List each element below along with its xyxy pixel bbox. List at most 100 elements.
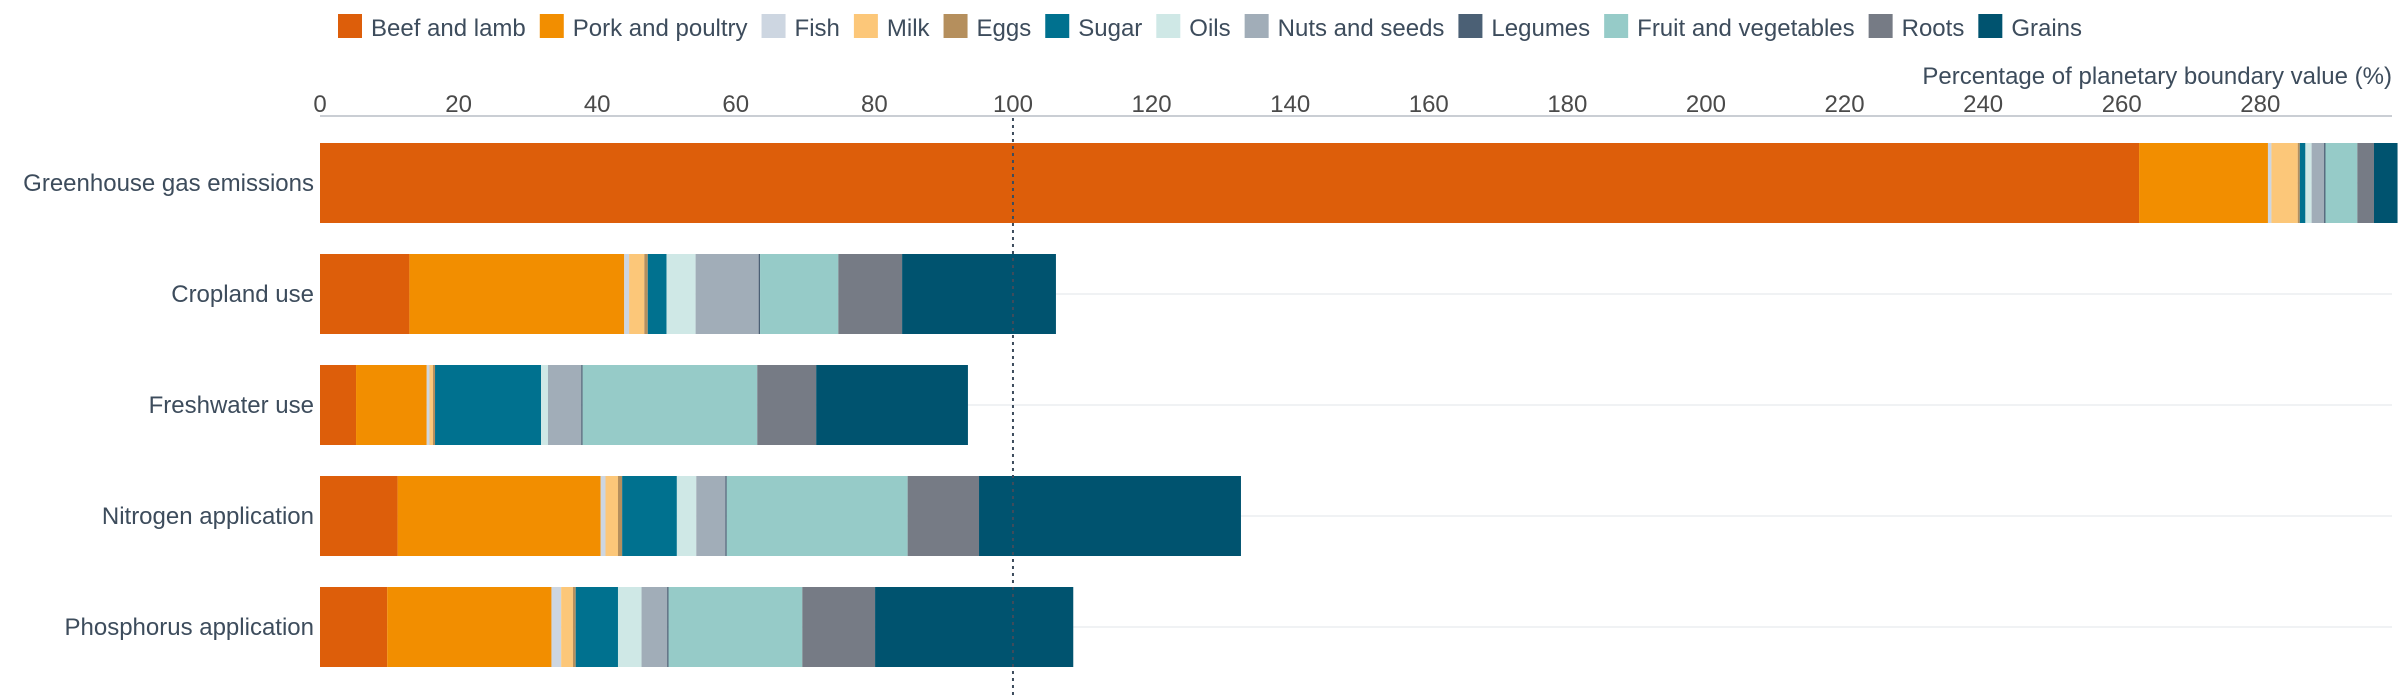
bar-segment-milk (2271, 143, 2298, 223)
x-tick-label: 120 (1132, 91, 1172, 118)
bar-segment-grains (875, 587, 1074, 667)
bar-segment-eggs (572, 587, 576, 667)
x-tick-label: 20 (445, 91, 472, 118)
bar-segment-beef-and-lamb (320, 365, 357, 445)
legend-label: Grains (2011, 15, 2082, 42)
bar-segment-pork-and-poultry (2139, 143, 2268, 223)
bar-segment-beef-and-lamb (320, 254, 410, 334)
legend-swatch (1604, 14, 1629, 38)
bar-segment-fish (2267, 143, 2272, 223)
bar-segment-sugar (435, 365, 542, 445)
bar-segment-pork-and-poultry (409, 254, 625, 334)
bar-segment-milk (605, 476, 618, 556)
bar-segment-beef-and-lamb (320, 143, 2140, 223)
legend-swatch (1045, 14, 1070, 38)
bar-segment-sugar (647, 254, 667, 334)
category-labels: Greenhouse gas emissions Cropland use Fres… (23, 170, 314, 641)
legend: Beef and lamb Pork and poultry Fish Milk Egg… (338, 14, 2082, 42)
x-axis-title: Percentage of planetary boundary value (… (1922, 63, 2392, 90)
x-tick-label: 80 (861, 91, 888, 118)
legend-swatch (1156, 14, 1181, 38)
legend-item-roots: Roots (1868, 14, 1965, 42)
bar-segment-fruit-and-vegetables (582, 365, 758, 445)
bar-segment-pork-and-poultry (397, 476, 601, 556)
bar-segment-nuts-and-seeds (641, 587, 668, 667)
bar-segment-sugar (622, 476, 677, 556)
legend-item-fruit-and-vegetables: Fruit and vegetables (1604, 14, 1855, 42)
legend-label: Eggs (977, 15, 1032, 42)
legend-item-pork-and-poultry: Pork and poultry (539, 14, 748, 42)
legend-label: Nuts and seeds (1278, 15, 1445, 42)
category-label: Phosphorus application (64, 614, 314, 641)
legend-label: Oils (1189, 15, 1230, 42)
legend-item-nuts-and-seeds: Nuts and seeds (1244, 14, 1445, 42)
bar-segment-roots (907, 476, 980, 556)
bar-segment-legumes (2324, 143, 2326, 223)
legend-label: Milk (887, 15, 931, 42)
legend-label: Fish (795, 15, 840, 42)
x-tick-label: 40 (584, 91, 611, 118)
bar-segment-grains (902, 254, 1056, 334)
x-tick-label: 220 (1825, 91, 1865, 118)
legend-item-eggs: Eggs (943, 14, 1032, 42)
bar-segment-roots (2357, 143, 2374, 223)
bar-segment-legumes (725, 476, 727, 556)
bars (320, 143, 2398, 667)
x-tick-label: 200 (1686, 91, 1726, 118)
legend-swatch (338, 14, 362, 38)
bar-segment-eggs (644, 254, 648, 334)
bar-segment-milk (429, 365, 433, 445)
bar-segment-fish (551, 587, 562, 667)
bar-segment-beef-and-lamb (320, 587, 388, 667)
bar-segment-fish (426, 365, 430, 445)
bar-segment-oils (666, 254, 696, 334)
x-tick-label: 140 (1270, 91, 1310, 118)
bar-segment-eggs (2297, 143, 2300, 223)
x-tick-label: 60 (722, 91, 749, 118)
legend-swatch (761, 14, 786, 38)
category-label: Cropland use (171, 281, 314, 308)
bar-segment-nuts-and-seeds (547, 365, 582, 445)
legend-swatch (1868, 14, 1893, 38)
legend-item-milk: Milk (853, 14, 931, 42)
bar-segment-roots (802, 587, 876, 667)
category-label: Greenhouse gas emissions (23, 170, 314, 197)
bar-segment-milk (629, 254, 645, 334)
bar-segment-nuts-and-seeds (696, 476, 726, 556)
bar-segment-legumes (758, 254, 761, 334)
bar-segment-roots (757, 365, 817, 445)
legend-label: Pork and poultry (573, 15, 748, 42)
bar-segment-pork-and-poultry (387, 587, 552, 667)
bar-segment-oils (541, 365, 548, 445)
legend-item-oils: Oils (1156, 14, 1231, 42)
legend-label: Legumes (1491, 15, 1590, 42)
legend-swatch (1458, 14, 1483, 38)
category-label: Nitrogen application (102, 503, 314, 530)
legend-swatch (1244, 14, 1269, 38)
x-tick-label: 0 (313, 91, 326, 118)
bar-segment-milk (561, 587, 573, 667)
legend-item-grains: Grains (1978, 14, 2082, 42)
bar-segment-beef-and-lamb (320, 476, 398, 556)
bar-segment-nuts-and-seeds (2311, 143, 2325, 223)
legend-item-fish: Fish (761, 14, 840, 42)
legend-swatch (1978, 14, 2003, 38)
legend-item-beef-and-lamb: Beef and lamb (338, 14, 526, 42)
category-label: Freshwater use (149, 392, 314, 419)
x-tick-label: 240 (1963, 91, 2003, 118)
legend-swatch (539, 14, 564, 38)
legend-label: Sugar (1078, 15, 1142, 42)
bar-segment-grains (2373, 143, 2398, 223)
bar-segment-eggs (617, 476, 623, 556)
legend-label: Beef and lamb (371, 15, 526, 42)
bar-segment-fruit-and-vegetables (2325, 143, 2358, 223)
legend-item-legumes: Legumes (1458, 14, 1590, 42)
bar-segment-grains (816, 365, 968, 445)
bar-segment-oils (676, 476, 697, 556)
x-axis-ticks: 0 20 40 60 80 100 120 140 160 180 200 220 240 260 280 (313, 91, 2280, 118)
bar-segment-oils (2305, 143, 2312, 223)
x-tick-label: 180 (1547, 91, 1587, 118)
legend-label: Roots (1902, 15, 1965, 42)
bar-segment-fish (600, 476, 606, 556)
